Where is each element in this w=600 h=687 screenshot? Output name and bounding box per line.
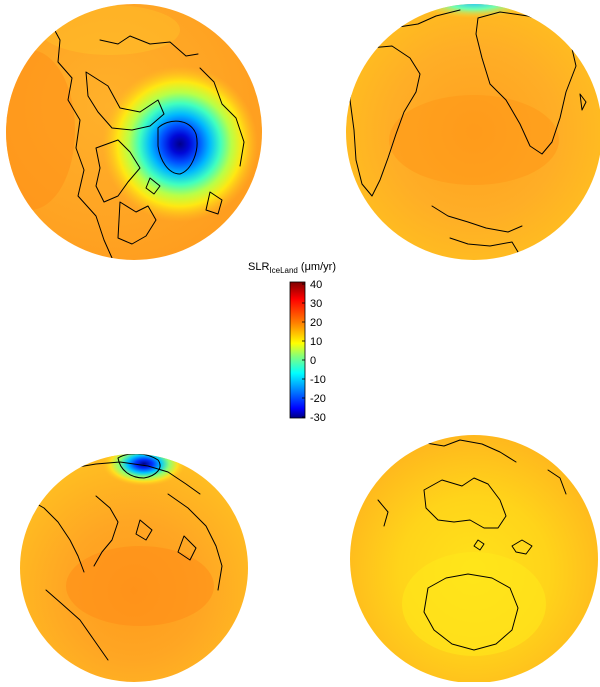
colorbar-tick-label: 40 [310, 279, 322, 291]
colorbar-title: SLRIceLand (μm/yr) [248, 261, 336, 275]
globe-southern-hemisphere [350, 435, 598, 683]
coastlines [47, 17, 245, 259]
colorbar-ticks: 40 30 20 10 0 -10 -20 -30 [302, 279, 326, 424]
colorbar-tick-label: 0 [310, 355, 316, 367]
top-negative-anomaly [416, 4, 532, 18]
colorbar-title-units: (μm/yr) [298, 261, 336, 273]
colorbar-title-main: SLR [248, 261, 269, 273]
globe-south-atlantic [346, 4, 600, 260]
colorbar-tick-label: 10 [310, 336, 322, 348]
colorbar-gradient [289, 281, 306, 419]
colorbar-title-sub: IceLand [269, 266, 297, 275]
iceland-anomaly [102, 66, 258, 222]
colorbar-tick-label: 20 [310, 317, 322, 329]
globe-north-atlantic-arctic [6, 4, 262, 260]
globe-north-pacific [20, 454, 248, 682]
iceland-anomaly [102, 454, 186, 486]
colorbar-tick-label: -30 [310, 412, 326, 424]
coastlines [29, 454, 223, 661]
colorbar-tick-label: -10 [310, 374, 326, 386]
colorbar-tick-label: 30 [310, 298, 322, 310]
colorbar-tick-label: -20 [310, 393, 326, 405]
colorbar: SLRIceLand (μm/yr) 40 30 20 10 0 -10 -20 -30 [248, 261, 336, 424]
